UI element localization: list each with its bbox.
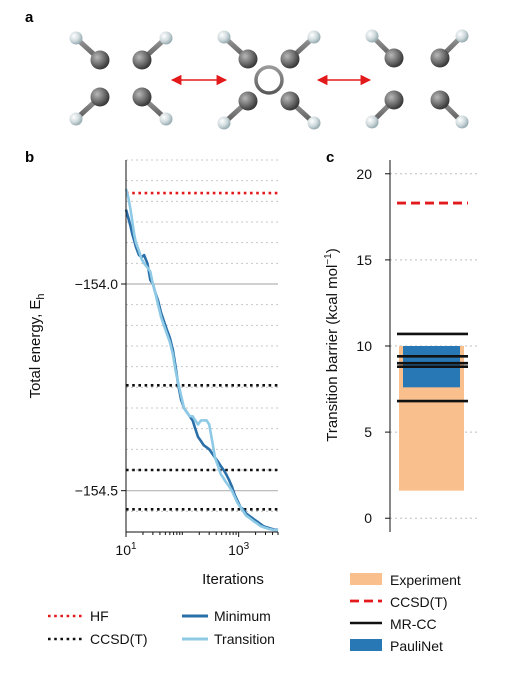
panel-b-gridlines — [126, 159, 278, 533]
legend-label: Minimum — [214, 608, 271, 624]
legend-label: MR-CC — [390, 616, 437, 632]
panel-b-reference-lines — [126, 191, 278, 511]
panel-label-a: a — [25, 9, 34, 26]
legend-label: CCSD(T) — [90, 631, 148, 647]
panel-a-diagram — [69, 29, 469, 130]
panel-c-axes: 0 5 10 15 20 — [356, 160, 391, 532]
molecule-rect-left — [69, 31, 173, 126]
panel-b-ylabel: Total energy, Eh — [27, 293, 47, 398]
molecule-square-center — [217, 30, 321, 130]
panel-label-c: c — [326, 149, 334, 166]
y-tick-label: 5 — [364, 424, 372, 440]
panel-c-ylabel: Transition barrier (kcal mol−1) — [323, 248, 341, 441]
y-tick-label: −154.5 — [75, 483, 118, 499]
x-tick-label: 101 — [115, 541, 137, 558]
molecule-rect-right — [365, 29, 469, 129]
y-tick-label: 20 — [356, 166, 372, 182]
panel-b-legend: HF CCSD(T) Minimum Transition — [48, 608, 275, 647]
y-tick-label: −154.0 — [75, 276, 118, 292]
legend-label: CCSD(T) — [390, 594, 448, 610]
panel-b-axes: −154.0 −154.5 101 103 — [75, 160, 279, 558]
x-tick-label: 103 — [228, 541, 250, 558]
panel-label-b: b — [25, 149, 34, 166]
legend-swatch — [350, 573, 382, 585]
legend-label: HF — [90, 608, 109, 624]
legend-label: Experiment — [390, 572, 461, 588]
series-line-minimum — [124, 209, 279, 532]
y-tick-label: 10 — [356, 338, 372, 354]
panel-b-series — [124, 188, 279, 532]
panel-c-legend: Experiment CCSD(T) MR-CC PauliNet — [350, 572, 461, 654]
y-tick-label: 15 — [356, 252, 372, 268]
panel-c-marks — [397, 201, 468, 491]
series-line-transition — [124, 188, 279, 532]
panel-b-xlabel: Iterations — [202, 571, 264, 588]
legend-label: Transition — [214, 631, 275, 647]
y-tick-label: 0 — [364, 510, 372, 526]
legend-swatch — [350, 639, 382, 651]
legend-label: PauliNet — [390, 638, 443, 654]
